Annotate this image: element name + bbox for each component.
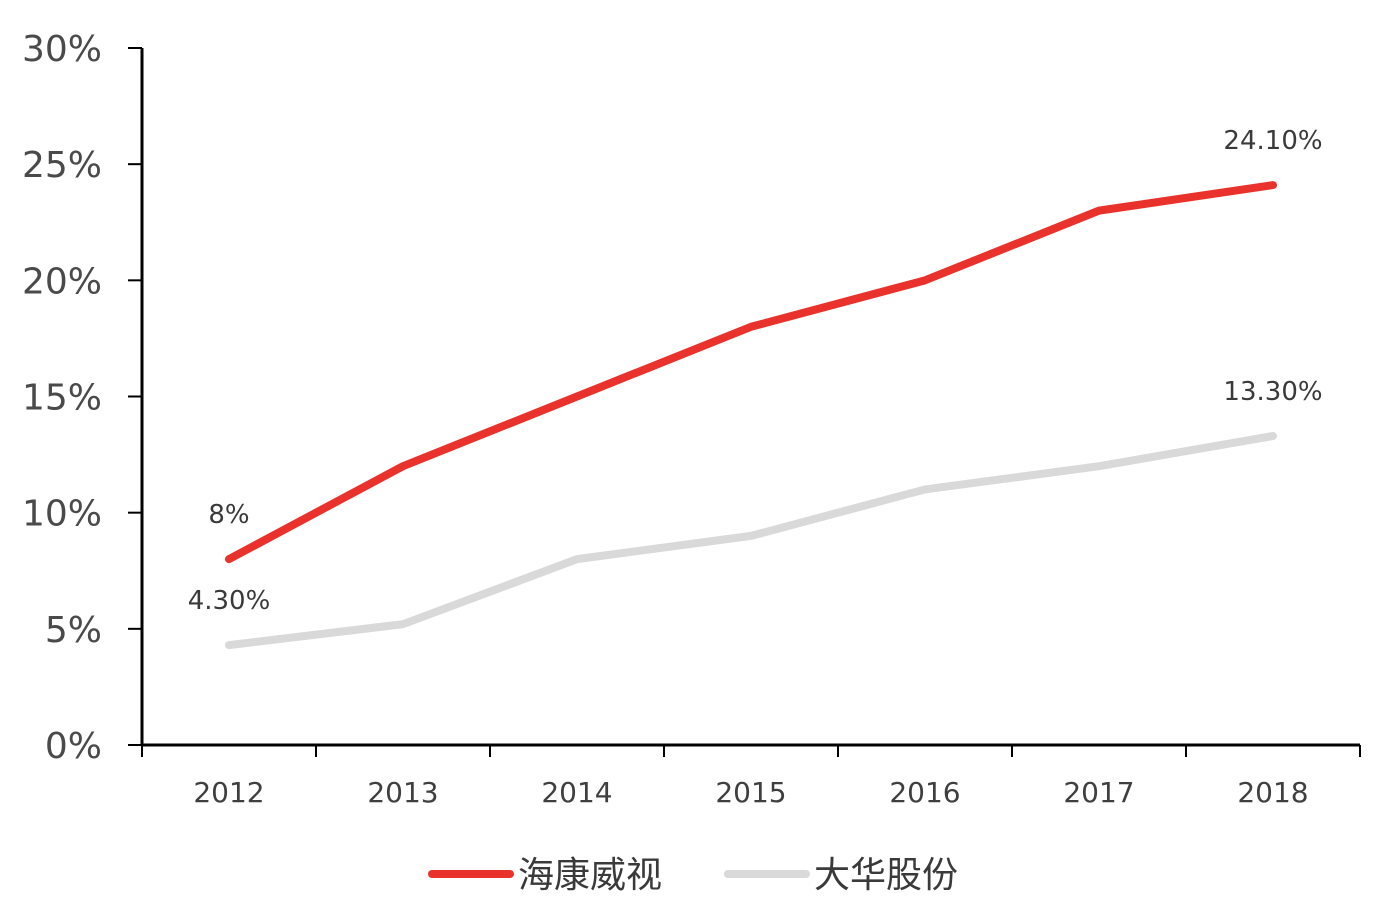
x-tick-label: 2012 — [193, 776, 264, 809]
data-labels: 8% 24.10% 4.30% 13.30% — [188, 126, 1323, 616]
x-tick-label: 2017 — [1063, 776, 1134, 809]
x-axis: 2012 2013 2014 2015 2016 2017 2018 — [141, 743, 1361, 809]
series-line-0 — [225, 181, 1277, 564]
x-tick-label: 2015 — [715, 776, 786, 809]
y-tick-label: 20% — [22, 261, 102, 302]
x-tick-label: 2018 — [1237, 776, 1308, 809]
y-tick-label: 10% — [22, 494, 102, 535]
data-label: 13.30% — [1223, 377, 1322, 407]
legend-label-0: 海康威视 — [518, 855, 662, 896]
y-tick-label: 30% — [22, 29, 102, 70]
y-axis: 0% 5% 10% 15% 20% 25% 30% — [22, 29, 144, 767]
x-tick-label: 2016 — [889, 776, 960, 809]
data-label: 8% — [208, 500, 249, 530]
data-label: 4.30% — [188, 586, 271, 616]
series-lines — [225, 181, 1277, 650]
x-tick-label: 2014 — [541, 776, 612, 809]
legend-label-1: 大华股份 — [814, 855, 958, 896]
y-tick-label: 5% — [45, 610, 102, 651]
series-line-1 — [225, 431, 1277, 650]
legend: 海康威视 大华股份 — [428, 855, 958, 896]
y-tick-label: 15% — [22, 378, 102, 419]
x-tick-label: 2013 — [367, 776, 438, 809]
y-tick-label: 0% — [45, 726, 102, 767]
data-label: 24.10% — [1223, 126, 1322, 156]
y-tick-label: 25% — [22, 145, 102, 186]
